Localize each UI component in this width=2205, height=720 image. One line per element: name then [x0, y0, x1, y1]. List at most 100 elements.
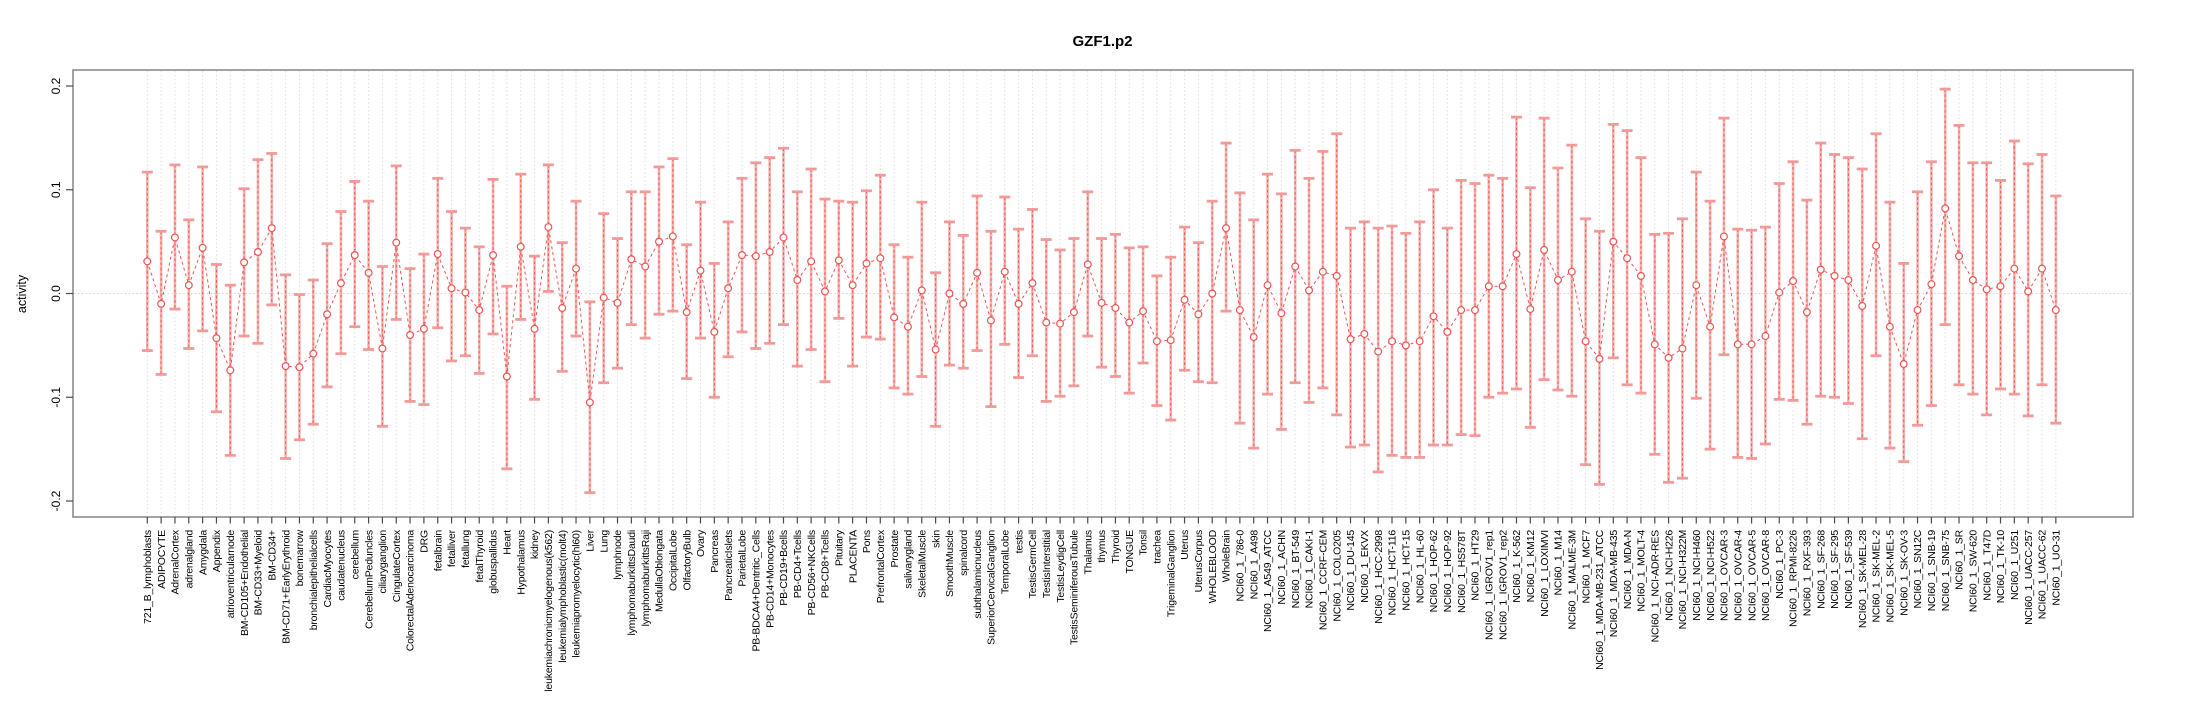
- data-point: [281, 362, 290, 371]
- x-tick-label: leukemiachronicmyelogenous(k562): [543, 530, 555, 692]
- data-point: [1996, 282, 2005, 291]
- x-tick-label: MedullaOblongata: [654, 530, 666, 612]
- data-point: [1789, 277, 1798, 286]
- x-tick-label: ColorectalAdenocarcinoma: [405, 530, 417, 652]
- data-point: [184, 281, 193, 290]
- data-point: [1069, 308, 1078, 317]
- data-point: [240, 258, 249, 267]
- data-point: [1484, 282, 1493, 291]
- x-tick-label: BM-CD105+Endothelial: [239, 530, 251, 636]
- x-tick-label: NCI60_1_HCT-116: [1387, 530, 1399, 616]
- x-tick-label: fetalliver: [446, 529, 458, 567]
- data-point: [1056, 319, 1065, 328]
- data-point: [1374, 347, 1383, 356]
- x-tick-label: Pancreas: [709, 530, 721, 573]
- data-point: [903, 322, 912, 331]
- x-tick-label: Thalamus: [1082, 530, 1094, 575]
- x-tick-label: NCI60_1_HT29: [1470, 530, 1482, 601]
- data-point: [433, 250, 442, 259]
- x-tick-label: NCI60_1_IGROV1_rep1: [1483, 530, 1495, 640]
- data-point: [613, 298, 622, 307]
- data-point: [143, 257, 152, 266]
- data-point: [890, 313, 899, 322]
- x-tick-label: NCI60_1_U251: [2009, 530, 2021, 600]
- data-point: [1623, 254, 1632, 263]
- x-tick-label: NCI60_1_MDA-N: [1622, 530, 1634, 609]
- x-tick-label: subthalamicnucleus: [972, 530, 984, 619]
- x-tick-label: Lung: [598, 530, 610, 553]
- x-tick-label: NCI60_1_SK-OV-3: [1898, 530, 1910, 616]
- x-tick-label: NCI60_1_NCI-H322M: [1677, 530, 1689, 629]
- x-tick-label: Heart: [502, 530, 514, 555]
- x-tick-label: OlfactoryBulb: [681, 530, 693, 591]
- x-tick-label: NCI60_1_DU-145: [1345, 530, 1357, 611]
- x-tick-label: TestisSeminiferousTubule: [1069, 530, 1081, 645]
- x-tick-label: lymphomaburkittsRaji: [640, 530, 652, 626]
- x-tick-label: AdrenalCortex: [170, 529, 182, 594]
- data-point: [530, 324, 539, 333]
- data-point: [1982, 285, 1991, 294]
- x-tick-label: DRG: [419, 530, 431, 553]
- data-point: [1567, 267, 1576, 276]
- x-tick-label: NCI60_1_SN12C: [1912, 529, 1924, 608]
- data-point: [973, 268, 982, 277]
- data-point: [572, 264, 581, 273]
- data-point: [1775, 288, 1784, 297]
- x-tick-label: Pituitary: [833, 529, 845, 566]
- data-point: [1249, 333, 1258, 342]
- x-tick-label: bronchialepithelialcells: [308, 530, 320, 630]
- data-point: [1139, 307, 1148, 316]
- data-point: [1346, 335, 1355, 344]
- data-point: [1387, 337, 1396, 346]
- data-point: [1526, 305, 1535, 314]
- x-tick-label: NCI60_1_HOP-62: [1428, 530, 1440, 613]
- data-point: [378, 344, 387, 353]
- x-tick-label: CardiacMyocytes: [322, 530, 334, 608]
- x-tick-label: lymphnode: [612, 530, 624, 580]
- data-point: [1291, 262, 1300, 271]
- x-tick-label: NCI60_1_SW-620: [1968, 530, 1980, 613]
- data-point: [1899, 360, 1908, 369]
- x-tick-label: thymus: [1096, 530, 1108, 563]
- x-tick-label: NCI60_1_NCI-H226: [1663, 530, 1675, 621]
- y-tick-label: -0.1: [49, 387, 63, 408]
- data-point: [724, 284, 733, 293]
- data-point: [710, 327, 719, 336]
- x-tick-label: Ovary: [695, 529, 707, 557]
- data-point: [1844, 276, 1853, 285]
- x-tick-label: SmoothMuscle: [944, 530, 956, 597]
- data-point: [1235, 306, 1244, 315]
- data-point: [1968, 276, 1977, 285]
- data-point: [516, 242, 525, 251]
- x-tick-label: NCI60_1_HOP-92: [1442, 530, 1454, 613]
- data-point: [1360, 329, 1369, 338]
- x-tick-label: globuspallidus: [488, 530, 500, 594]
- x-tick-label: CingulateCortex: [391, 529, 403, 602]
- data-point: [170, 233, 179, 242]
- x-tick-label: caudatenucleus: [336, 530, 348, 601]
- y-tick-label: 0.2: [49, 77, 63, 94]
- x-tick-label: NCI60_1_TK-10: [1995, 530, 2007, 604]
- x-tick-label: NCI60_1_T47D: [1981, 529, 1993, 600]
- x-tick-label: ciliaryganglion: [377, 530, 389, 594]
- x-tick-label: NCI60_1_OVCAR-4: [1732, 530, 1744, 621]
- x-tick-label: NCI60_1_BT-549: [1290, 530, 1302, 609]
- data-point: [157, 299, 166, 308]
- x-tick-label: BM-CD34+: [266, 530, 278, 581]
- x-tick-label: TemporalLobe: [999, 530, 1011, 595]
- data-point: [682, 308, 691, 317]
- error-bar: [1441, 226, 1453, 447]
- y-tick-label: 0.1: [49, 181, 63, 198]
- data-point: [641, 262, 650, 271]
- data-point: [1913, 306, 1922, 315]
- x-tick-label: NCI60_1_HL-60: [1414, 530, 1426, 604]
- x-tick-label: PB-BDCA4+Dentritic_Cells: [750, 530, 762, 652]
- data-point: [627, 255, 636, 264]
- data-point: [392, 238, 401, 247]
- x-tick-label: NCI60_1_SF-539: [1843, 530, 1855, 609]
- x-tick-label: NCI60_1_SNB-19: [1926, 530, 1938, 612]
- x-tick-label: NCI60_1_OVCAR-5: [1746, 530, 1758, 621]
- x-tick-label: NCI60_1_MDA-MB-231_ATCC: [1594, 529, 1606, 670]
- x-tick-label: PB-CD8+Tcells: [820, 530, 832, 598]
